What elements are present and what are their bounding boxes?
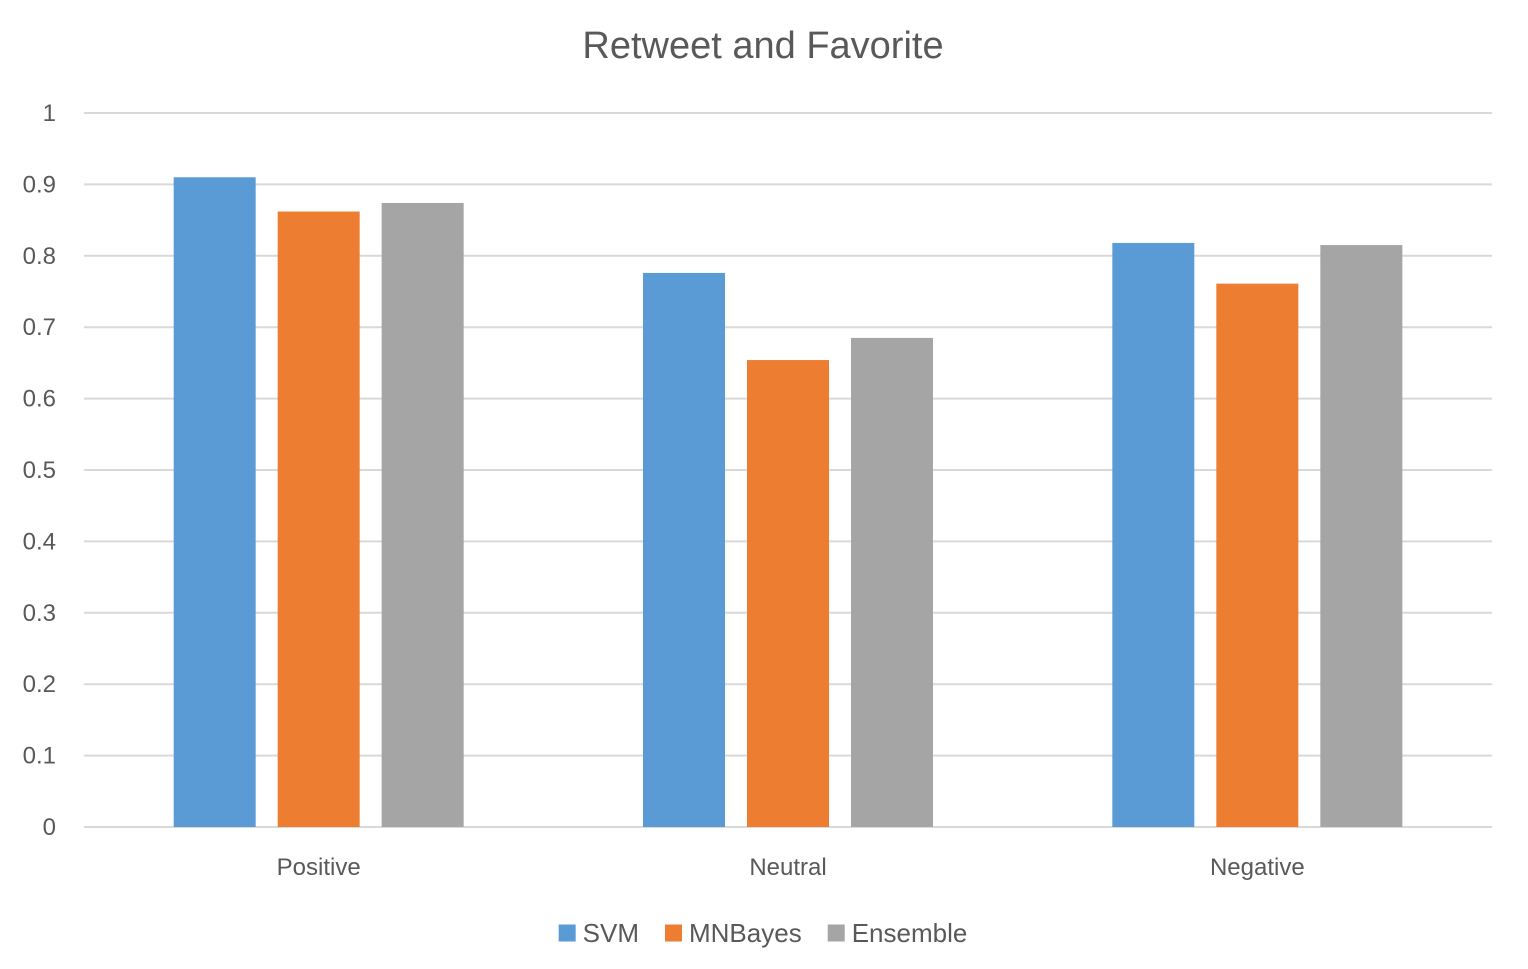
- legend-swatch-ensemble: [827, 924, 845, 942]
- bar-ensemble-negative: [1320, 245, 1403, 828]
- legend-swatch-svm: [558, 924, 576, 942]
- y-tick-label: 0.7: [23, 314, 56, 341]
- y-tick-label: 0.2: [23, 671, 56, 698]
- legend: SVM MNBayes Ensemble: [558, 918, 968, 948]
- bar-mnbayes-negative: [1216, 283, 1299, 827]
- y-tick-label: 0.4: [23, 528, 56, 555]
- legend-label-ensemble: Ensemble: [852, 918, 968, 948]
- bar-ensemble-neutral: [851, 337, 933, 827]
- legend-swatch-mnbayes: [665, 924, 683, 942]
- x-category-label: Neutral: [749, 854, 826, 881]
- y-tick-label: 0.1: [23, 743, 56, 770]
- bar-svm-positive: [173, 177, 256, 827]
- y-tick-label: 1: [43, 100, 56, 127]
- y-tick-label: 0: [43, 814, 56, 841]
- bar-svm-neutral: [643, 272, 725, 827]
- legend-label-svm: SVM: [583, 918, 639, 948]
- bar-ensemble-positive: [381, 202, 464, 828]
- x-axis-categories: Positive Neutral Negative: [277, 854, 1305, 881]
- bars: [173, 177, 1403, 828]
- y-tick-label: 0.9: [23, 171, 56, 198]
- bar-mnbayes-neutral: [747, 360, 829, 827]
- y-axis-ticks: 0 0.1 0.2 0.3 0.4 0.5 0.6 0.7 0.8 0.9 1: [23, 100, 56, 841]
- y-tick-label: 0.5: [23, 457, 56, 484]
- bar-svm-negative: [1112, 242, 1195, 827]
- y-tick-label: 0.3: [23, 600, 56, 627]
- y-tick-label: 0.8: [23, 243, 56, 270]
- x-category-label: Negative: [1210, 854, 1305, 881]
- x-category-label: Positive: [277, 854, 361, 881]
- chart-title: Retweet and Favorite: [582, 25, 943, 67]
- legend-label-mnbayes: MNBayes: [689, 918, 802, 948]
- y-tick-label: 0.6: [23, 386, 56, 413]
- bar-mnbayes-positive: [277, 211, 360, 828]
